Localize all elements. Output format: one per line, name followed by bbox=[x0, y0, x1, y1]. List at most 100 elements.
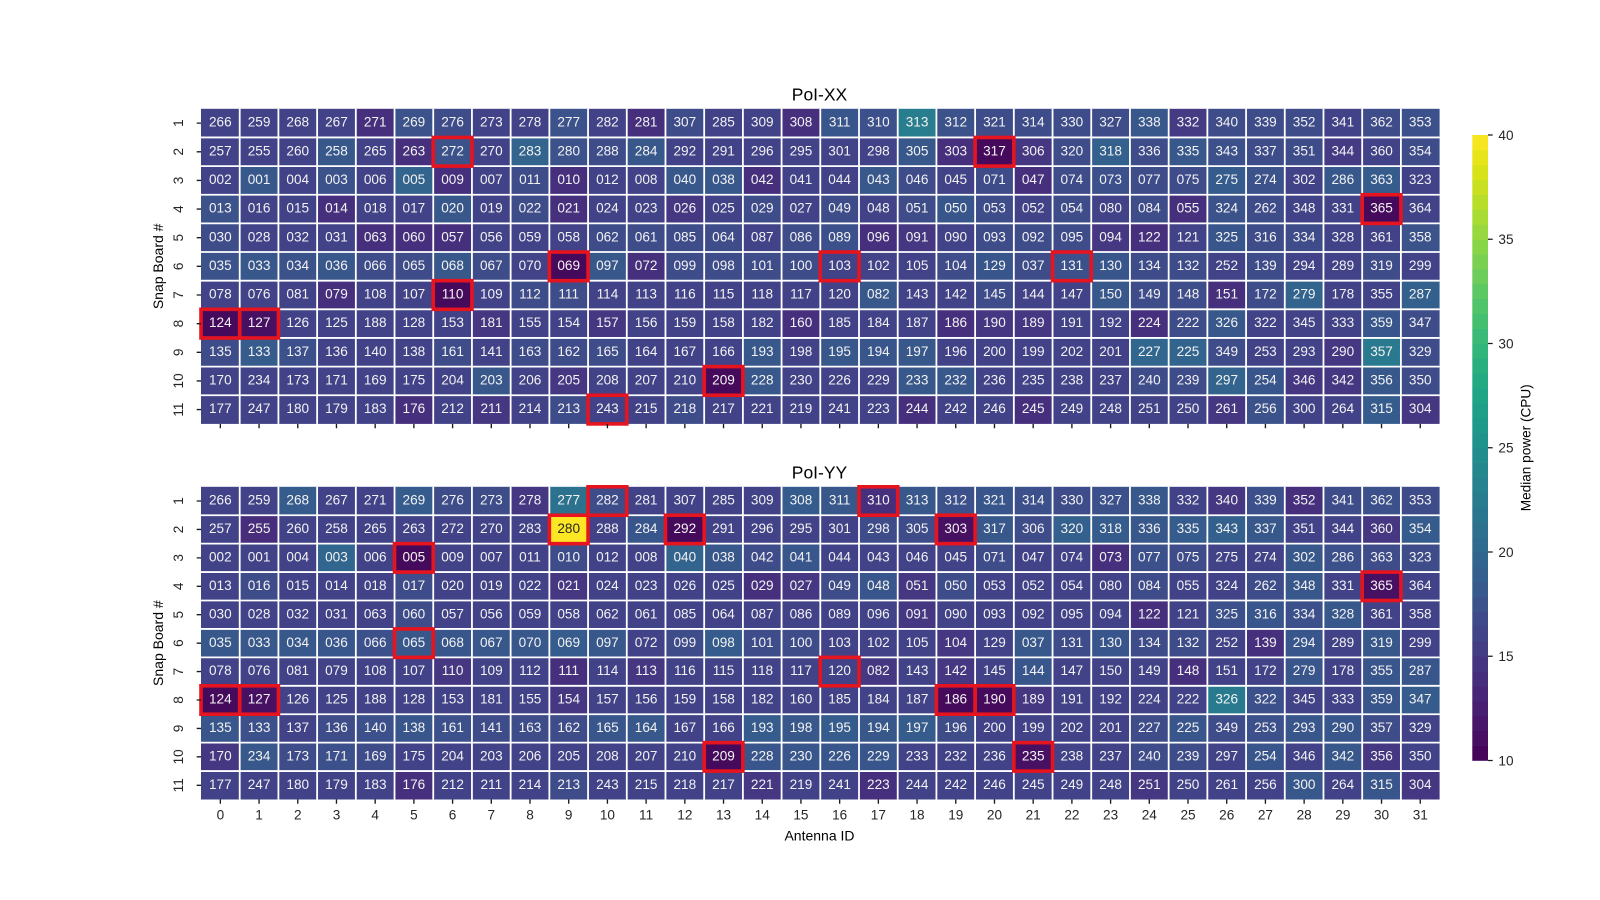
svg-text:068: 068 bbox=[441, 258, 464, 273]
svg-text:325: 325 bbox=[1215, 229, 1238, 244]
svg-text:108: 108 bbox=[364, 287, 387, 302]
svg-text:098: 098 bbox=[712, 635, 735, 650]
svg-text:027: 027 bbox=[790, 201, 813, 216]
svg-text:27: 27 bbox=[1258, 808, 1273, 823]
svg-text:3: 3 bbox=[333, 808, 341, 823]
svg-text:128: 128 bbox=[403, 692, 426, 707]
svg-text:017: 017 bbox=[403, 201, 426, 216]
svg-text:077: 077 bbox=[1138, 549, 1161, 564]
svg-text:2: 2 bbox=[171, 148, 186, 156]
svg-text:258: 258 bbox=[325, 521, 348, 536]
svg-text:275: 275 bbox=[1215, 549, 1238, 564]
svg-text:303: 303 bbox=[944, 521, 967, 536]
svg-text:010: 010 bbox=[557, 549, 580, 564]
svg-text:132: 132 bbox=[1177, 258, 1200, 273]
svg-text:319: 319 bbox=[1370, 258, 1393, 273]
svg-text:064: 064 bbox=[712, 229, 735, 244]
svg-text:086: 086 bbox=[790, 606, 813, 621]
svg-text:209: 209 bbox=[712, 748, 735, 763]
svg-text:230: 230 bbox=[790, 373, 813, 388]
svg-text:294: 294 bbox=[1293, 635, 1316, 650]
svg-text:064: 064 bbox=[712, 606, 735, 621]
svg-text:291: 291 bbox=[712, 521, 735, 536]
svg-text:116: 116 bbox=[674, 287, 696, 302]
svg-text:145: 145 bbox=[983, 287, 1006, 302]
svg-text:1: 1 bbox=[171, 119, 186, 127]
svg-text:210: 210 bbox=[673, 748, 696, 763]
svg-text:108: 108 bbox=[364, 663, 387, 678]
svg-text:055: 055 bbox=[1177, 578, 1200, 593]
svg-text:0: 0 bbox=[217, 808, 225, 823]
svg-text:054: 054 bbox=[1061, 201, 1084, 216]
svg-text:239: 239 bbox=[1177, 748, 1200, 763]
svg-text:059: 059 bbox=[519, 606, 542, 621]
svg-text:009: 009 bbox=[441, 549, 464, 564]
svg-text:191: 191 bbox=[1061, 692, 1084, 707]
svg-text:105: 105 bbox=[906, 258, 929, 273]
svg-text:023: 023 bbox=[635, 578, 658, 593]
svg-text:237: 237 bbox=[1099, 748, 1122, 763]
svg-text:061: 061 bbox=[635, 606, 658, 621]
svg-text:020: 020 bbox=[441, 578, 464, 593]
svg-text:212: 212 bbox=[441, 401, 464, 416]
svg-text:182: 182 bbox=[751, 315, 774, 330]
svg-text:324: 324 bbox=[1215, 201, 1238, 216]
svg-text:19: 19 bbox=[948, 808, 963, 823]
svg-text:114: 114 bbox=[597, 287, 619, 302]
svg-text:151: 151 bbox=[1215, 287, 1238, 302]
svg-text:273: 273 bbox=[480, 115, 503, 130]
svg-text:355: 355 bbox=[1370, 663, 1393, 678]
svg-text:097: 097 bbox=[596, 258, 619, 273]
svg-text:279: 279 bbox=[1293, 663, 1316, 678]
svg-text:4: 4 bbox=[171, 582, 186, 590]
svg-text:262: 262 bbox=[1254, 201, 1277, 216]
svg-text:079: 079 bbox=[325, 287, 348, 302]
svg-text:124: 124 bbox=[209, 315, 232, 330]
svg-text:157: 157 bbox=[596, 692, 619, 707]
svg-text:166: 166 bbox=[712, 344, 735, 359]
svg-text:241: 241 bbox=[828, 777, 851, 792]
svg-text:217: 217 bbox=[712, 777, 735, 792]
svg-text:14: 14 bbox=[755, 808, 771, 823]
svg-text:276: 276 bbox=[441, 115, 464, 130]
svg-text:244: 244 bbox=[906, 777, 929, 792]
svg-text:20: 20 bbox=[1498, 545, 1514, 560]
svg-text:359: 359 bbox=[1370, 692, 1393, 707]
svg-text:002: 002 bbox=[209, 549, 232, 564]
svg-text:098: 098 bbox=[712, 258, 735, 273]
svg-text:225: 225 bbox=[1177, 720, 1200, 735]
svg-text:185: 185 bbox=[828, 692, 851, 707]
svg-text:300: 300 bbox=[1293, 401, 1316, 416]
svg-text:221: 221 bbox=[751, 401, 774, 416]
svg-text:125: 125 bbox=[325, 315, 348, 330]
svg-text:009: 009 bbox=[441, 172, 464, 187]
svg-text:160: 160 bbox=[790, 315, 813, 330]
svg-text:310: 310 bbox=[867, 115, 890, 130]
svg-text:144: 144 bbox=[1022, 663, 1045, 678]
svg-text:111: 111 bbox=[558, 663, 579, 678]
svg-text:215: 215 bbox=[635, 777, 658, 792]
svg-text:150: 150 bbox=[1099, 663, 1122, 678]
svg-text:301: 301 bbox=[828, 143, 851, 158]
svg-text:320: 320 bbox=[1061, 143, 1084, 158]
svg-text:019: 019 bbox=[480, 578, 503, 593]
svg-text:189: 189 bbox=[1022, 315, 1045, 330]
svg-text:359: 359 bbox=[1370, 315, 1393, 330]
svg-text:005: 005 bbox=[403, 172, 426, 187]
svg-text:050: 050 bbox=[944, 578, 967, 593]
svg-text:345: 345 bbox=[1293, 692, 1316, 707]
svg-text:364: 364 bbox=[1409, 578, 1432, 593]
svg-text:197: 197 bbox=[906, 720, 929, 735]
svg-text:195: 195 bbox=[828, 344, 851, 359]
svg-text:137: 137 bbox=[286, 720, 309, 735]
svg-text:307: 307 bbox=[673, 493, 696, 508]
svg-text:364: 364 bbox=[1409, 201, 1432, 216]
svg-text:170: 170 bbox=[209, 373, 232, 388]
svg-text:283: 283 bbox=[519, 143, 542, 158]
svg-text:200: 200 bbox=[983, 720, 1006, 735]
svg-text:007: 007 bbox=[480, 172, 503, 187]
svg-text:022: 022 bbox=[519, 201, 542, 216]
svg-text:013: 013 bbox=[209, 201, 232, 216]
svg-text:195: 195 bbox=[828, 720, 851, 735]
svg-text:294: 294 bbox=[1293, 258, 1316, 273]
